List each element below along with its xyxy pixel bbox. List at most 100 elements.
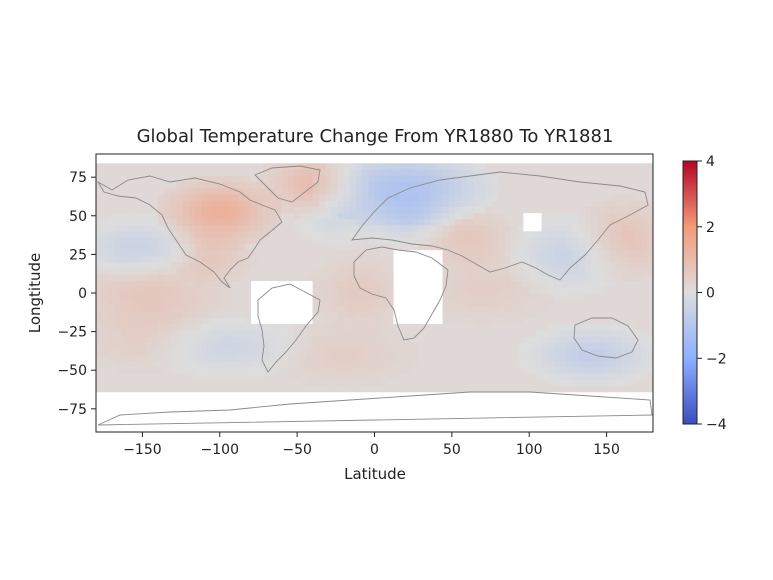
- heatmap-cell: [170, 293, 177, 300]
- heatmap-cell: [244, 231, 252, 238]
- heatmap-cell: [479, 305, 487, 312]
- heatmap-cell: [411, 181, 419, 189]
- heatmap-cell: [114, 385, 122, 393]
- heatmap-cell: [510, 330, 518, 337]
- heatmap-cell: [646, 342, 654, 349]
- heatmap-cell: [306, 268, 314, 275]
- heatmap-cell: [182, 243, 190, 251]
- heatmap-cell: [318, 323, 326, 331]
- heatmap-cell: [615, 274, 623, 282]
- heatmap-cell: [219, 218, 227, 226]
- heatmap-cell: [114, 163, 122, 170]
- heatmap-cell: [529, 169, 536, 177]
- heatmap-cell: [628, 342, 635, 349]
- heatmap-cell: [120, 231, 128, 238]
- heatmap-cell: [547, 169, 555, 177]
- heatmap-cell: [467, 212, 474, 220]
- heatmap-cell: [312, 367, 320, 374]
- heatmap-cell: [120, 311, 128, 319]
- heatmap-cell: [634, 187, 642, 195]
- heatmap-cell: [349, 385, 357, 393]
- heatmap-cell: [337, 379, 344, 387]
- heatmap-cell: [553, 163, 561, 170]
- heatmap-cell: [300, 181, 307, 189]
- heatmap-cell: [250, 218, 258, 226]
- heatmap-cell: [560, 225, 567, 232]
- heatmap-cell: [646, 293, 654, 300]
- heatmap-cell: [250, 262, 258, 269]
- heatmap-cell: [188, 169, 196, 177]
- heatmap-cell: [591, 336, 598, 343]
- heatmap-cell: [207, 231, 214, 238]
- heatmap-cell: [201, 385, 208, 393]
- heatmap-cell: [225, 336, 233, 343]
- heatmap-cell: [96, 268, 103, 275]
- heatmap-cell: [591, 262, 598, 269]
- heatmap-cell: [498, 360, 505, 368]
- heatmap-cell: [324, 317, 332, 325]
- heatmap-cell: [349, 274, 357, 282]
- heatmap-cell: [399, 336, 406, 343]
- heatmap-cell: [399, 163, 406, 170]
- heatmap-cell: [430, 367, 437, 374]
- heatmap-cell: [349, 206, 357, 214]
- heatmap-cell: [541, 317, 549, 325]
- heatmap-cell: [417, 194, 425, 201]
- heatmap-cell: [343, 385, 351, 393]
- heatmap-cell: [176, 187, 184, 195]
- heatmap-cell: [461, 280, 468, 288]
- heatmap-cell: [479, 249, 487, 257]
- heatmap-cell: [399, 218, 406, 226]
- heatmap-cell: [207, 299, 214, 306]
- heatmap-cell: [448, 200, 456, 207]
- heatmap-cell: [195, 280, 202, 288]
- heatmap-cell: [219, 293, 227, 300]
- heatmap-cell: [442, 169, 450, 177]
- heatmap-cell: [479, 200, 487, 207]
- heatmap-cell: [108, 200, 115, 207]
- heatmap-cell: [510, 317, 518, 325]
- heatmap-cell: [504, 200, 512, 207]
- heatmap-cell: [145, 169, 153, 177]
- heatmap-cell: [355, 249, 363, 257]
- heatmap-cell: [182, 200, 190, 207]
- heatmap-cell: [615, 286, 623, 294]
- heatmap-cell: [263, 379, 270, 387]
- heatmap-cell: [256, 323, 264, 331]
- heatmap-cell: [479, 237, 487, 244]
- heatmap-cell: [541, 373, 549, 380]
- heatmap-cell: [256, 348, 264, 356]
- heatmap-cell: [609, 206, 617, 214]
- heatmap-cell: [597, 268, 604, 275]
- heatmap-cell: [417, 373, 425, 380]
- heatmap-cell: [628, 299, 635, 306]
- heatmap-cell: [176, 249, 184, 257]
- heatmap-cell: [232, 225, 239, 232]
- heatmap-cell: [609, 336, 617, 343]
- heatmap-cell: [164, 212, 171, 220]
- heatmap-cell: [492, 187, 499, 195]
- heatmap-cell: [201, 225, 208, 232]
- heatmap-cell: [201, 255, 208, 263]
- heatmap-cell: [337, 293, 344, 300]
- heatmap-cell: [275, 379, 283, 387]
- heatmap-cell: [380, 169, 388, 177]
- heatmap-cell: [300, 360, 307, 368]
- heatmap-cell: [269, 169, 276, 177]
- heatmap-cell: [386, 206, 394, 214]
- heatmap-cell: [393, 360, 400, 368]
- heatmap-cell: [114, 360, 122, 368]
- heatmap-cell: [479, 231, 487, 238]
- heatmap-cell: [225, 262, 233, 269]
- heatmap-cell: [541, 342, 549, 349]
- heatmap-cell: [584, 225, 592, 232]
- heatmap-cell: [269, 194, 276, 201]
- heatmap-cell: [306, 342, 314, 349]
- heatmap-cell: [646, 286, 654, 294]
- heatmap-cell: [145, 218, 153, 226]
- heatmap-cell: [324, 243, 332, 251]
- heatmap-cell: [300, 385, 307, 393]
- heatmap-cell: [170, 249, 177, 257]
- heatmap-cell: [207, 348, 214, 356]
- heatmap-cell: [386, 293, 394, 300]
